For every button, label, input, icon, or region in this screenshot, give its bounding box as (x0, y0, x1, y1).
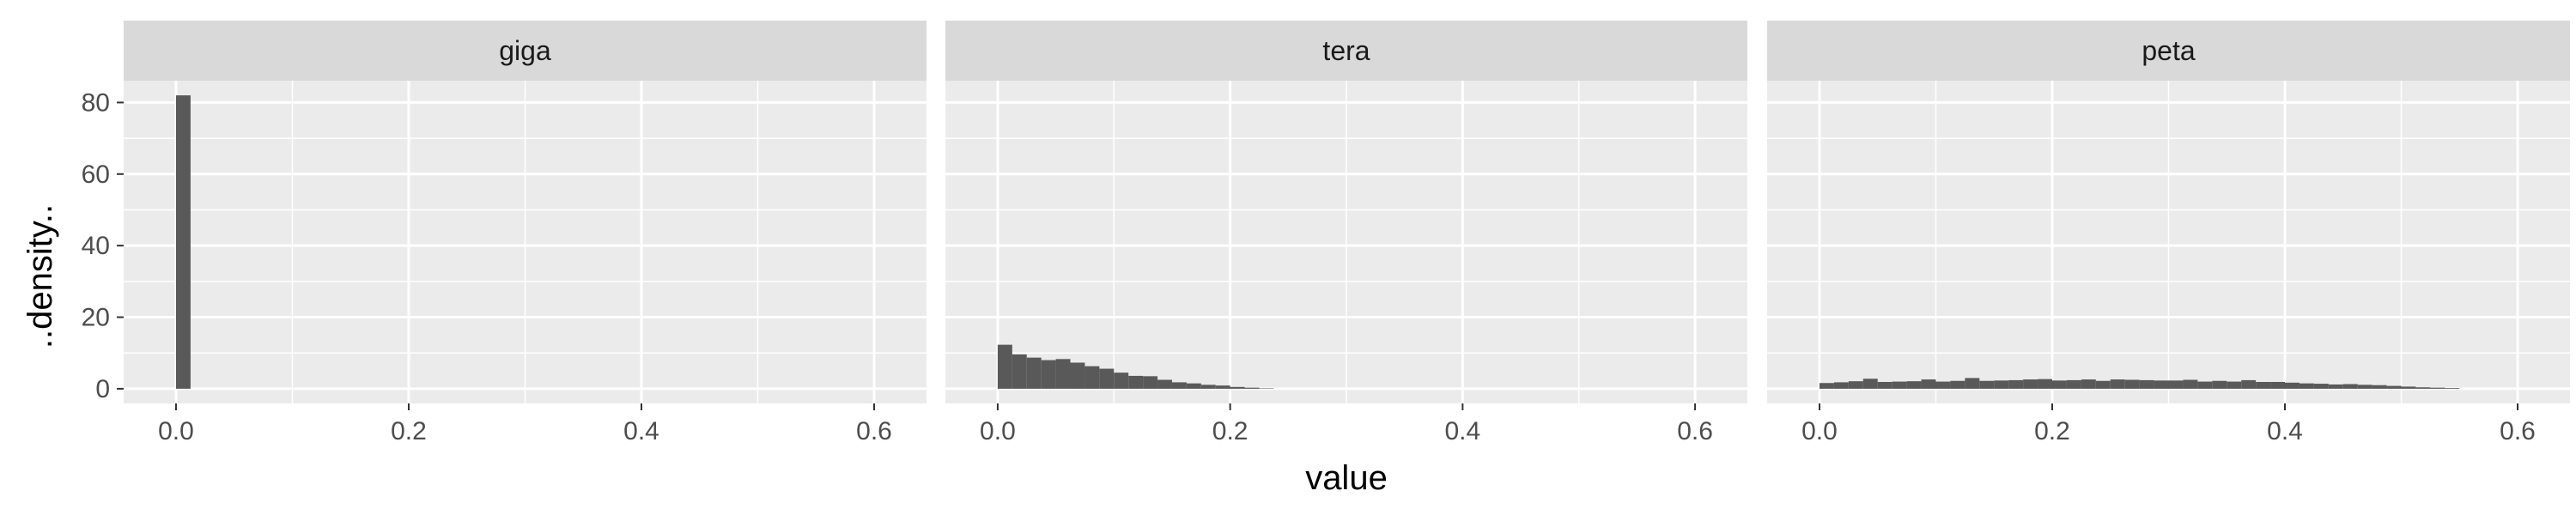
histogram-bar (1070, 362, 1085, 389)
histogram-bar (1186, 383, 1201, 389)
histogram-bar (1259, 388, 1274, 389)
histogram-bar (2445, 388, 2460, 389)
facet-panel-giga: giga (124, 21, 927, 403)
x-tick-label: 0.0 (980, 417, 1016, 445)
histogram-bar (2197, 381, 2213, 389)
histogram-bar (1935, 381, 1951, 389)
histogram-bar (1994, 380, 2009, 389)
histogram-bar (2081, 379, 2096, 389)
histogram-bar (1921, 379, 1936, 389)
histogram-bar (1862, 379, 1878, 389)
histogram-bar (1892, 381, 1907, 389)
facet-strip-label: tera (1322, 35, 1370, 66)
histogram-bar (1128, 375, 1144, 389)
y-axis: 0 20 40 60 80 (82, 88, 124, 403)
histogram-bar (1819, 383, 1834, 389)
x-tick-label: 0.2 (2034, 417, 2070, 445)
histogram-bar (1084, 366, 1100, 389)
x-tick-label: 0.0 (158, 417, 194, 445)
histogram-bar (2168, 380, 2184, 389)
histogram-bar (1026, 357, 1042, 389)
histogram-bar (2313, 384, 2329, 389)
histogram-bar (2023, 379, 2038, 389)
x-tick-label: 0.2 (391, 417, 427, 445)
histogram-bar (2328, 384, 2343, 389)
histogram-bar (1200, 385, 1216, 389)
y-axis-title: ..density.. (21, 204, 59, 348)
histogram-bar (2066, 379, 2081, 389)
histogram-bar (2139, 379, 2154, 389)
histogram-bar (175, 95, 191, 389)
histogram-bar (2183, 379, 2198, 389)
histogram-bar (1055, 359, 1071, 389)
x-axis: 0.0 0.2 0.4 0.6 0.0 0.2 0.4 0.6 0.0 0.2 0.4 0.6 (158, 403, 2536, 445)
histogram-bar (2154, 380, 2169, 389)
histogram-bar (2430, 387, 2445, 389)
histogram-bar (2299, 383, 2314, 389)
histogram-bar (2051, 380, 2067, 389)
histogram-bar (2256, 381, 2271, 389)
histogram-bar (2095, 380, 2111, 389)
histogram-bar (2285, 382, 2300, 389)
histogram-bar (2110, 379, 2125, 389)
histogram-bar (2401, 386, 2416, 389)
histogram-bar (1950, 380, 1965, 389)
histogram-bar (2212, 380, 2227, 389)
histogram-bar (1114, 373, 1129, 389)
y-tick-label: 80 (82, 88, 110, 117)
facet-strip (124, 21, 927, 81)
facet-strip-label: peta (2142, 35, 2195, 66)
histogram-bar (2227, 381, 2242, 389)
histogram-bar (2372, 385, 2387, 389)
x-tick-label: 0.4 (1445, 417, 1481, 445)
histogram-bar (1230, 386, 1245, 389)
histogram-bar (1171, 382, 1187, 389)
x-tick-label: 0.0 (1801, 417, 1838, 445)
facet-panel-peta: peta (1767, 21, 2570, 403)
histogram-bar (2124, 379, 2140, 389)
x-tick-label: 0.2 (1212, 417, 1249, 445)
facet-panel-tera: tera (945, 21, 1747, 403)
histogram-bar (1877, 381, 1893, 389)
histogram-bar (2241, 379, 2257, 389)
histogram-bar (1244, 387, 1260, 389)
histogram-bar (2008, 379, 2024, 389)
histogram-bar (1833, 382, 1849, 389)
x-tick-label: 0.6 (856, 417, 892, 445)
x-tick-label: 0.4 (623, 417, 659, 445)
x-tick-label: 0.6 (1677, 417, 1713, 445)
histogram-bar (997, 344, 1012, 389)
y-tick-label: 20 (82, 304, 110, 332)
facet-strip-label: giga (499, 35, 551, 66)
histogram-bar (1965, 378, 1980, 389)
histogram-bar (1848, 381, 1863, 389)
x-axis-title: value (1305, 459, 1388, 497)
x-tick-label: 0.4 (2267, 417, 2303, 445)
histogram-bar (1143, 376, 1158, 389)
histogram-bar (1041, 360, 1056, 389)
facet-panels: giga tera peta (124, 21, 2570, 403)
histogram-bar (1215, 385, 1230, 389)
x-tick-label: 0.6 (2500, 417, 2536, 445)
histogram-bar (1979, 380, 1995, 389)
histogram-bar (2357, 385, 2372, 389)
facet-strip (945, 21, 1747, 81)
histogram-bar (2270, 381, 2286, 389)
histogram-bar (1012, 354, 1027, 389)
histogram-bar (2342, 384, 2358, 389)
facet-strip (1767, 21, 2570, 81)
histogram-bar (1157, 379, 1172, 389)
histogram-bar (2415, 387, 2431, 389)
histogram-bar (1099, 368, 1115, 389)
y-tick-label: 0 (95, 375, 110, 403)
y-tick-label: 60 (82, 161, 110, 189)
histogram-bar (1906, 381, 1922, 389)
histogram-bar (2386, 385, 2402, 389)
y-tick-label: 40 (82, 232, 110, 260)
histogram-bar (2038, 379, 2052, 389)
